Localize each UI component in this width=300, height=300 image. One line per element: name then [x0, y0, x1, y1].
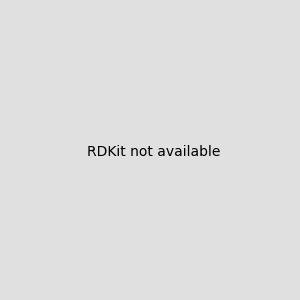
Text: RDKit not available: RDKit not available — [87, 145, 220, 158]
